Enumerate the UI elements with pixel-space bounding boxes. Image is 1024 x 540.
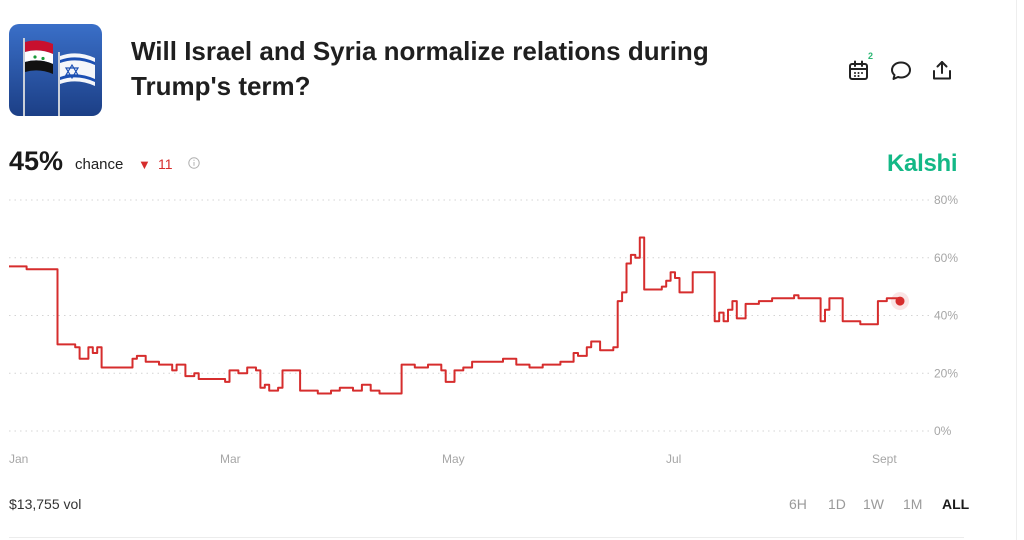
x-tick-label: Sept: [872, 452, 897, 466]
brand-logo: Kalshi: [887, 150, 958, 177]
x-tick-label: May: [442, 452, 465, 466]
x-tick-label: Mar: [220, 452, 241, 466]
market-thumbnail: [9, 24, 102, 116]
chance-delta: 11: [158, 156, 173, 172]
range-1m[interactable]: 1M: [903, 496, 923, 512]
chance-percent: 45%: [9, 146, 64, 176]
calendar-count-badge: 2: [868, 51, 874, 61]
y-tick-label: 40%: [934, 309, 958, 323]
x-tick-label: Jul: [666, 452, 681, 466]
syria-flag-icon: [25, 40, 53, 74]
info-icon[interactable]: [187, 156, 201, 170]
y-axis-ticks: 80% 60% 40% 20% 0%: [934, 193, 958, 438]
chance-series-line: [9, 236, 901, 395]
panel-edge: [1016, 0, 1017, 540]
x-tick-label: Jan: [9, 452, 28, 466]
comment-button[interactable]: [888, 58, 914, 84]
calendar-button[interactable]: [846, 58, 872, 84]
market-title-line-2: Trump's term?: [131, 71, 311, 101]
range-1w[interactable]: 1W: [863, 496, 884, 512]
share-icon: [933, 61, 951, 80]
triangle-down-icon: ▼: [138, 157, 151, 172]
market-title: Will Israel and Syria normalize relation…: [131, 34, 771, 104]
latest-point-marker: [895, 296, 905, 306]
range-1d[interactable]: 1D: [828, 496, 846, 512]
y-tick-label: 80%: [934, 193, 958, 207]
chance-label: chance: [75, 156, 124, 173]
range-all[interactable]: ALL: [942, 496, 970, 512]
y-tick-label: 60%: [934, 251, 958, 265]
price-chart[interactable]: 80% 60% 40% 20% 0% Jan Mar May Jul Sept: [0, 190, 1000, 475]
market-title-line-1: Will Israel and Syria normalize relation…: [131, 36, 709, 66]
x-axis-ticks: Jan Mar May Jul Sept: [9, 452, 897, 466]
israel-flag-icon: [60, 53, 95, 86]
chart-grid: [9, 199, 930, 432]
share-button[interactable]: [929, 58, 955, 84]
y-tick-label: 0%: [934, 424, 952, 438]
range-6h[interactable]: 6H: [789, 496, 807, 512]
footer-divider: [9, 537, 964, 538]
y-tick-label: 20%: [934, 366, 958, 380]
calendar-icon: [849, 60, 868, 80]
volume-label: $13,755 vol: [9, 496, 82, 512]
comment-icon: [891, 61, 911, 80]
